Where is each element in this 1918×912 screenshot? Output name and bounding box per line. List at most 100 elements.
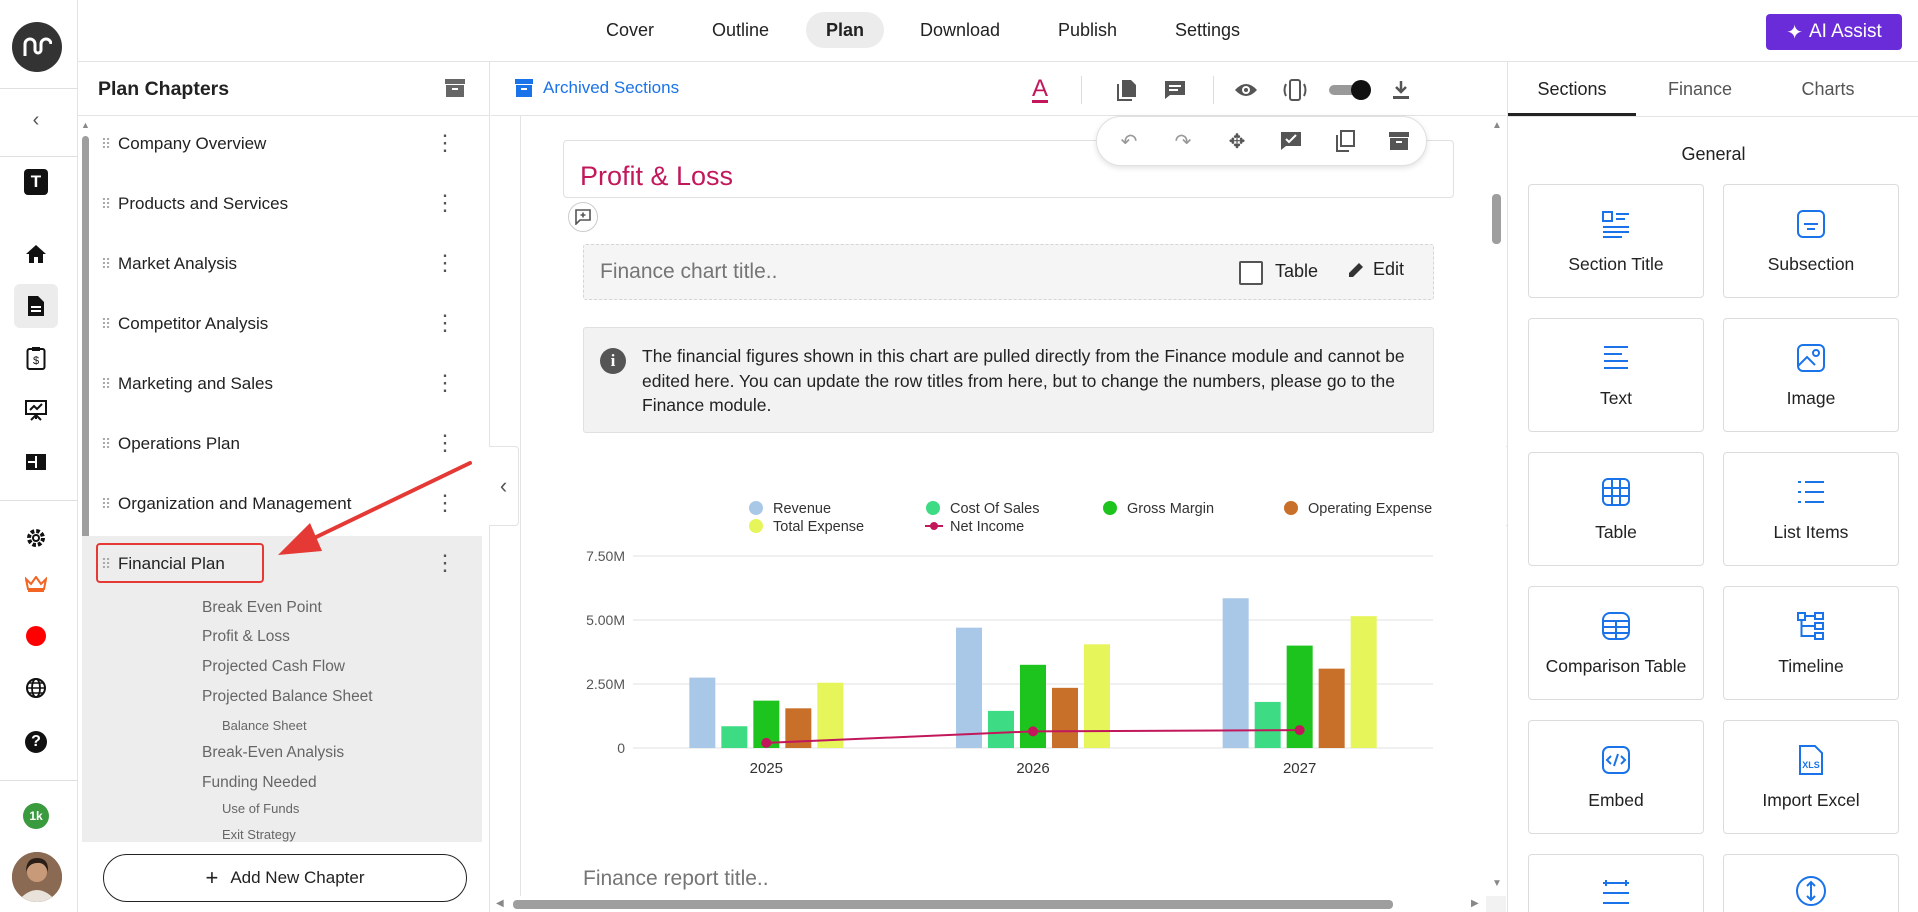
tab-publish[interactable]: Publish bbox=[1058, 20, 1118, 40]
dashboard-icon[interactable] bbox=[14, 440, 58, 484]
collapse-left-chevron-icon[interactable]: ‹ bbox=[489, 446, 519, 526]
record-icon[interactable] bbox=[14, 614, 58, 658]
chapter-item-active[interactable]: ⠿ Financial Plan ⋮ bbox=[100, 550, 456, 575]
editor-scrollbar[interactable]: ▲ ▼ bbox=[1486, 116, 1506, 896]
archived-sections-link[interactable]: Archived Sections bbox=[515, 78, 679, 98]
subsection-item[interactable]: Exit Strategy bbox=[222, 827, 296, 842]
presentation-icon[interactable] bbox=[14, 388, 58, 432]
more-vert-icon[interactable]: ⋮ bbox=[434, 550, 456, 575]
ai-assist-label: AI Assist bbox=[1808, 21, 1882, 42]
collapse-chevron-icon[interactable]: ‹ bbox=[32, 108, 40, 131]
add-new-chapter-button[interactable]: + Add New Chapter bbox=[103, 854, 467, 902]
card-timeline[interactable]: Timeline bbox=[1723, 586, 1899, 700]
tab-download[interactable]: Download bbox=[920, 20, 1001, 40]
subsection-item[interactable]: Funding Needed bbox=[202, 774, 317, 791]
subsection-item[interactable]: Profit & Loss bbox=[202, 628, 290, 645]
svg-text:XLS: XLS bbox=[1802, 760, 1820, 770]
card-table[interactable]: Table bbox=[1528, 452, 1704, 566]
globe-icon[interactable] bbox=[14, 666, 58, 710]
tab-cover[interactable]: Cover bbox=[606, 20, 655, 40]
card-image[interactable]: Image bbox=[1723, 318, 1899, 432]
list-icon bbox=[1798, 480, 1824, 503]
section-title[interactable]: Profit & Loss bbox=[580, 161, 734, 191]
table-checkbox[interactable] bbox=[1239, 261, 1263, 285]
card-divider-partial[interactable] bbox=[1528, 854, 1704, 912]
more-vert-icon[interactable]: ⋮ bbox=[434, 310, 456, 335]
crown-icon[interactable] bbox=[14, 562, 58, 606]
user-avatar[interactable] bbox=[12, 852, 62, 902]
preview-eye-icon[interactable] bbox=[1232, 76, 1260, 104]
tab-charts[interactable]: Charts bbox=[1801, 79, 1855, 99]
tab-plan[interactable]: Plan bbox=[806, 12, 885, 48]
duplicate-icon[interactable] bbox=[1331, 127, 1359, 155]
report-title-input[interactable] bbox=[583, 864, 1283, 894]
excel-file-icon: XLS bbox=[1799, 744, 1823, 775]
home-icon[interactable] bbox=[14, 232, 58, 276]
chapter-item[interactable]: ⠿ Competitor Analysis ⋮ bbox=[100, 310, 456, 335]
chapter-item[interactable]: ⠿ Products and Services ⋮ bbox=[100, 190, 456, 215]
tab-outline[interactable]: Outline bbox=[712, 20, 770, 40]
subsection-item[interactable]: Use of Funds bbox=[222, 801, 300, 816]
chart-title-input[interactable] bbox=[600, 257, 1160, 287]
tab-settings[interactable]: Settings bbox=[1175, 20, 1241, 40]
card-text[interactable]: Text bbox=[1528, 318, 1704, 432]
undo-icon[interactable]: ↶ bbox=[1120, 130, 1138, 153]
mobile-view-icon[interactable] bbox=[1281, 76, 1309, 104]
approve-comment-icon[interactable] bbox=[1277, 127, 1305, 155]
add-chapter-label: Add New Chapter bbox=[230, 868, 365, 887]
text-color-icon[interactable]: A bbox=[1031, 74, 1048, 103]
tab-finance[interactable]: Finance bbox=[1667, 79, 1733, 99]
help-icon[interactable]: ? bbox=[14, 720, 58, 764]
card-list-items[interactable]: List Items bbox=[1723, 452, 1899, 566]
chapters-title: Plan Chapters bbox=[98, 78, 230, 100]
bar bbox=[1350, 616, 1377, 748]
redo-icon[interactable]: ↷ bbox=[1174, 130, 1192, 153]
archive-icon[interactable] bbox=[444, 78, 466, 103]
view-toggle-switch[interactable] bbox=[1329, 80, 1371, 100]
copy-page-icon[interactable] bbox=[1113, 76, 1141, 104]
more-vert-icon[interactable]: ⋮ bbox=[434, 490, 456, 515]
editor-h-scrollbar[interactable]: ◀ ▶ bbox=[491, 896, 1486, 912]
chapter-item[interactable]: ⠿ Operations Plan ⋮ bbox=[100, 430, 456, 455]
archive-section-icon[interactable] bbox=[1385, 127, 1413, 155]
workspace-badge[interactable]: T bbox=[14, 160, 58, 204]
edit-chart-button[interactable]: Edit bbox=[1347, 259, 1404, 280]
subsection-item[interactable]: Projected Cash Flow bbox=[202, 658, 346, 675]
chapter-item[interactable]: ⠿ Marketing and Sales ⋮ bbox=[100, 370, 456, 395]
subsection-item[interactable]: Break Even Point bbox=[202, 599, 322, 616]
card-subsection[interactable]: Subsection bbox=[1723, 184, 1899, 298]
card-label: Timeline bbox=[1778, 655, 1844, 676]
card-spacer-partial[interactable] bbox=[1723, 854, 1899, 912]
legend-swatch bbox=[926, 501, 940, 515]
more-vert-icon[interactable]: ⋮ bbox=[434, 430, 456, 455]
document-icon[interactable] bbox=[14, 284, 58, 328]
move-icon[interactable]: ✥ bbox=[1228, 130, 1246, 153]
download-icon[interactable] bbox=[1387, 76, 1415, 104]
section-title-box[interactable]: Profit & Loss bbox=[563, 140, 1454, 198]
app-logo-icon[interactable] bbox=[12, 22, 62, 72]
finance-clipboard-icon[interactable]: $ bbox=[14, 336, 58, 380]
more-vert-icon[interactable]: ⋮ bbox=[434, 190, 456, 215]
chapter-item[interactable]: ⠿ Market Analysis ⋮ bbox=[100, 250, 456, 275]
more-vert-icon[interactable]: ⋮ bbox=[434, 370, 456, 395]
subsection-item[interactable]: Break-Even Analysis bbox=[202, 744, 345, 761]
subsection-item[interactable]: Projected Balance Sheet bbox=[202, 688, 373, 705]
chapters-scrollbar[interactable]: ▲ ▼ bbox=[78, 116, 92, 604]
card-embed[interactable]: Embed bbox=[1528, 720, 1704, 834]
comment-icon[interactable] bbox=[1161, 76, 1189, 104]
tab-sections[interactable]: Sections bbox=[1508, 62, 1636, 116]
ai-assist-button[interactable]: ✦ AI Assist bbox=[1766, 14, 1902, 50]
credits-badge[interactable]: 1k bbox=[14, 794, 58, 838]
settings-gear-icon[interactable] bbox=[14, 516, 58, 560]
add-comment-icon[interactable] bbox=[568, 202, 598, 232]
chapter-item[interactable]: ⠿ Organization and Management ⋮ bbox=[100, 490, 456, 515]
card-import-excel[interactable]: XLS Import Excel bbox=[1723, 720, 1899, 834]
card-section-title[interactable]: Section Title bbox=[1528, 184, 1704, 298]
chapter-item[interactable]: ⠿ Company Overview ⋮ bbox=[100, 130, 456, 155]
card-label: Text bbox=[1599, 387, 1633, 408]
subsection-item[interactable]: Balance Sheet bbox=[222, 718, 307, 733]
more-vert-icon[interactable]: ⋮ bbox=[434, 130, 456, 155]
card-comparison-table[interactable]: Comparison Table bbox=[1528, 586, 1704, 700]
legend-label: Net Income bbox=[950, 519, 1024, 535]
more-vert-icon[interactable]: ⋮ bbox=[434, 250, 456, 275]
